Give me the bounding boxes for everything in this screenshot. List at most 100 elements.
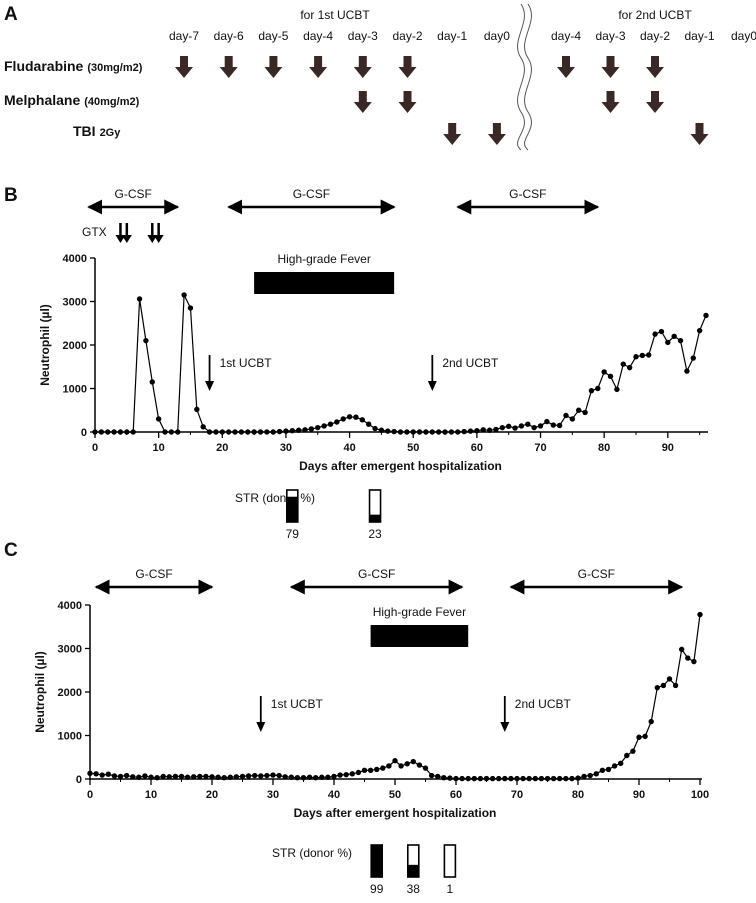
arrow-fludarabine-1-day-3 [353,56,372,78]
data-point [391,428,397,435]
data-point [200,424,206,430]
x-tick-label: 10 [145,789,157,801]
data-point [525,421,531,427]
data-point [105,429,111,435]
data-point [221,774,227,781]
ucbt-arrow-head [256,722,266,732]
arrow-fludarabine-1-day-2 [398,56,417,78]
neutrophil-line [95,294,707,433]
data-point [87,770,93,777]
x-tick-label: 0 [92,442,98,454]
data-point [499,424,506,431]
data-point [587,772,593,779]
data-point [105,771,112,777]
data-point [677,337,684,344]
data-point [372,425,378,432]
data-point [178,773,185,780]
panel-b-letter: B [4,185,18,206]
tbi-label: TBI 2Gy [73,123,121,139]
data-point [581,773,587,780]
x-tick-label: 100 [691,789,709,801]
data-point [245,429,251,435]
data-point [658,328,665,335]
x-axis-title: Days after emergent hospitalization [294,806,497,820]
arrow-tbi-1-day-1 [443,123,462,145]
day-label-day-3: day-3 [348,29,378,43]
data-point [569,416,576,422]
data-point [512,425,518,431]
axis-break-squiggle [517,3,532,151]
gcsf-label: G-CSF [135,567,172,581]
data-point [636,734,642,740]
str-value: 38 [407,882,421,896]
data-point [319,774,325,780]
x-tick-label: 80 [598,442,610,454]
x-tick-label: 90 [662,442,674,454]
data-point [666,676,673,682]
day-label-day-2: day-2 [392,29,422,43]
data-point [337,772,343,778]
data-point [502,775,508,782]
data-point [607,373,614,380]
data-point [130,774,136,780]
data-point [599,767,606,773]
data-point [331,773,337,780]
x-tick-label: 60 [450,789,462,801]
data-point [416,429,423,435]
data-point [588,387,595,394]
data-point [359,417,366,423]
data-point [404,429,410,435]
data-point [264,429,270,435]
data-point [422,765,429,771]
data-point [624,752,630,759]
gtx-label: GTX [82,225,107,239]
data-point [626,364,633,371]
data-point [601,369,607,375]
gcsf-label: G-CSF [358,567,395,581]
data-point [385,428,391,434]
str-label: STR (donor %) [235,491,315,505]
ucbt-label: 2nd UCBT [515,697,572,711]
arrow-fludarabine-1-day-4 [309,56,328,78]
x-tick-label: 50 [389,789,401,801]
data-point [386,763,392,769]
day-label-day-6: day-6 [214,29,244,43]
str-bar-fill [407,864,419,877]
data-point [435,429,442,435]
data-point [149,379,155,385]
gtx-arrow-head [147,235,158,243]
y-tick-label: 3000 [63,297,87,309]
fludarabine-label: Fludarabine (30mg/m2) [4,58,143,74]
group2-title: for 2nd UCBT [618,8,692,22]
data-point [283,428,289,434]
data-point [493,426,499,433]
data-point [325,774,331,780]
data-point [429,429,436,435]
data-point [593,771,599,777]
data-point [123,772,130,779]
data-point [605,766,612,773]
ucbt-arrow-head [427,381,437,391]
x-tick-label: 10 [153,442,165,454]
tbi-name: TBI [73,123,96,139]
data-point [378,427,385,433]
y-axis-title: Neutrophil (µl) [38,304,52,386]
data-point [367,767,374,773]
data-point [136,774,142,780]
data-point [447,775,453,781]
data-point [313,774,319,781]
data-point [346,414,353,420]
x-tick-label: 0 [87,789,93,801]
data-point [489,775,496,782]
data-point [233,774,240,780]
panel-a-letter: A [4,4,18,25]
data-point [477,775,484,782]
data-point [563,775,569,782]
y-tick-label: 1000 [58,731,82,743]
str-label: STR (donor %) [272,846,352,860]
ucbt-label: 1st UCBT [271,697,324,711]
melphalane-name: Melphalane [4,92,80,108]
data-point [465,775,471,782]
data-point [289,427,296,434]
data-point [696,327,703,334]
